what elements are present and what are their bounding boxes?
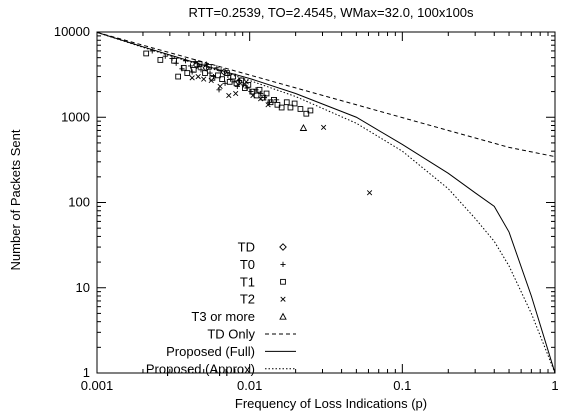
legend-swatch-t2	[280, 296, 286, 302]
y-axis-label: Number of Packets Sent	[8, 129, 23, 270]
data-point-t1	[256, 86, 263, 93]
data-point-t2	[226, 92, 232, 99]
data-point-t1	[242, 85, 248, 91]
x-tick-label: 1	[551, 378, 558, 393]
data-point-t0	[222, 80, 228, 86]
data-point-t2	[195, 73, 201, 80]
series-points-t2	[189, 73, 373, 196]
data-point-t1	[143, 50, 150, 57]
data-point-t2	[265, 102, 271, 108]
data-point-t1	[249, 88, 256, 95]
data-point-t1	[190, 66, 197, 73]
legend-label-proposed-approx: Proposed (Approx)	[146, 361, 255, 376]
data-point-t1	[260, 94, 267, 101]
data-point-t2	[201, 76, 207, 82]
data-point-t1	[307, 107, 314, 114]
x-tick-label: 0.01	[237, 378, 262, 393]
data-point-t1	[253, 92, 260, 99]
series-line-proposed-approx	[97, 32, 555, 373]
legend-swatch-t0	[280, 261, 286, 267]
data-point-t0	[162, 53, 168, 59]
y-tick-label: 1000	[61, 109, 90, 124]
legend-label-td: TD	[238, 240, 255, 255]
data-point-t1	[171, 57, 177, 64]
data-point-t2	[208, 77, 214, 84]
series-line-proposed-full	[97, 32, 555, 373]
data-point-t0	[198, 67, 204, 73]
data-point-t1	[209, 74, 216, 81]
data-point-t2	[189, 75, 195, 81]
data-point-t2	[258, 96, 264, 102]
data-point-t1	[175, 73, 181, 80]
legend-label-t2: T2	[240, 292, 255, 307]
y-tick-label: 10000	[54, 24, 90, 39]
data-point-t2	[320, 124, 327, 131]
legend: TD T0 T1 T2 T3 or more TD Only Proposed (Full)…	[146, 240, 296, 376]
x-tick-label: 0.001	[81, 378, 114, 393]
legend-label-t1: T1	[240, 274, 255, 289]
legend-swatch-t1	[280, 278, 286, 285]
data-point-t2	[233, 90, 239, 97]
data-point-t1	[157, 57, 164, 63]
data-point-t0	[234, 83, 240, 90]
data-point-t2	[217, 83, 223, 90]
data-point-t1	[205, 64, 212, 70]
data-point-t1	[303, 110, 310, 117]
x-tick-label: 0.1	[393, 378, 411, 393]
legend-label-t0: T0	[240, 257, 255, 272]
chart-title: RTT=0.2539, TO=2.4545, WMax=32.0, 100x10…	[188, 5, 474, 20]
data-point-t1	[180, 64, 187, 71]
data-point-t1	[291, 100, 298, 107]
series-points-t1	[143, 50, 314, 117]
plot-area: 0.001 0.01 0.1 1 1 10 100 1000 10000	[54, 24, 559, 393]
data-point-t1	[297, 106, 304, 112]
data-point-t2	[250, 92, 256, 99]
data-point-t1	[202, 70, 208, 76]
data-point-t1	[245, 81, 252, 88]
legend-label-t3-or-more: T3 or more	[191, 309, 255, 324]
data-point-t1	[184, 70, 191, 76]
data-point-t3-or-more	[299, 123, 308, 131]
data-point-t1	[278, 104, 285, 111]
x-axis-label: Frequency of Loss Indications (p)	[235, 396, 427, 411]
data-point-t1	[287, 104, 294, 111]
legend-label-td-only: TD Only	[207, 327, 255, 342]
series-points-t3-or-more	[299, 123, 308, 131]
series-line-td-only	[97, 32, 555, 158]
data-point-t0	[187, 63, 194, 69]
data-point-t1	[263, 90, 270, 97]
legend-swatch-td	[279, 243, 287, 251]
data-point-t1	[219, 76, 225, 82]
data-point-t0	[207, 70, 213, 76]
data-point-t1	[283, 99, 290, 106]
data-point-t1	[226, 79, 233, 85]
y-tick-label: 10	[76, 280, 90, 295]
legend-swatch-t3-or-more	[279, 312, 287, 320]
y-tick-label: 100	[68, 195, 90, 210]
legend-label-proposed-full: Proposed (Full)	[166, 344, 255, 359]
y-tick-label: 1	[83, 365, 90, 380]
data-point-t1	[270, 96, 277, 103]
data-point-t2	[366, 190, 373, 196]
data-point-t1	[215, 72, 221, 79]
